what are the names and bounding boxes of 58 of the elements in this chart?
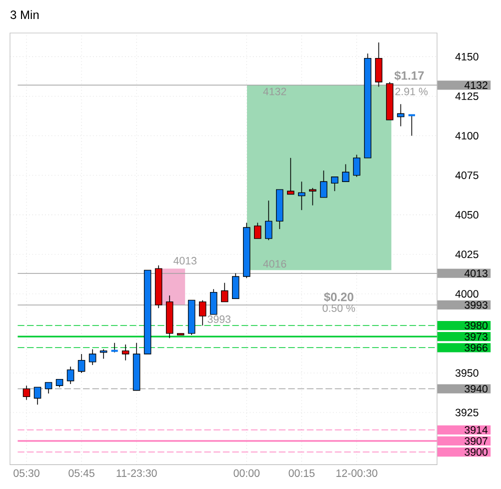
candlestick xyxy=(88,348,96,366)
candlestick xyxy=(353,154,360,178)
candlestick xyxy=(397,104,404,127)
candlestick xyxy=(34,386,42,405)
candlestick xyxy=(331,176,338,192)
y-tick-label: 4100 xyxy=(455,132,478,140)
y-tick-label: 4050 xyxy=(455,211,478,219)
y-tick-label: 3925 xyxy=(455,408,478,416)
annotation: 4016 xyxy=(263,260,286,268)
ref-line-label: 4013 xyxy=(464,270,488,278)
candlestick xyxy=(254,222,262,239)
candlestick xyxy=(110,342,119,353)
annotation: 0.50 % xyxy=(322,304,356,312)
ref-line-label: 3993 xyxy=(464,301,488,309)
chart-title: 3 Min xyxy=(10,10,39,20)
candlestick xyxy=(210,288,218,315)
annotation: 3993 xyxy=(208,315,230,323)
candlestick xyxy=(122,344,130,361)
annotation: $0.20 xyxy=(324,292,354,302)
candlestick xyxy=(265,200,272,241)
y-tick-label: 4000 xyxy=(455,290,478,298)
x-tick-label: 05:45 xyxy=(68,469,94,477)
candlestick xyxy=(66,366,74,384)
candlestick xyxy=(407,114,416,136)
ref-line-label: 3980 xyxy=(464,322,488,330)
annotation: 4132 xyxy=(263,88,286,96)
x-tick-label: 00:15 xyxy=(288,469,315,477)
y-tick-label: 4075 xyxy=(455,172,478,180)
candlestick xyxy=(320,170,328,198)
candlestick xyxy=(375,42,382,88)
candlestick xyxy=(22,385,30,400)
annotation: 4013 xyxy=(173,256,196,264)
y-tick-label: 3950 xyxy=(455,369,478,377)
candlestick xyxy=(342,164,350,182)
ref-line-label: 3940 xyxy=(464,385,488,393)
x-tick-label: 05:30 xyxy=(14,469,40,477)
x-tick-label: 11-23:30 xyxy=(116,469,157,477)
candlestick xyxy=(78,354,86,374)
y-tick-label: 4125 xyxy=(455,92,478,100)
x-tick-label: 12-00:30 xyxy=(336,469,378,477)
ref-line-label: 4132 xyxy=(464,81,488,89)
candlestick xyxy=(287,158,294,195)
annotation: 2.91 % xyxy=(395,88,428,96)
y-tick-label: 4025 xyxy=(455,250,478,258)
ref-line-label: 3914 xyxy=(464,426,488,434)
candlestick xyxy=(309,188,316,206)
x-tick-label: 00:00 xyxy=(234,469,260,477)
candlestick xyxy=(232,272,240,300)
ref-line-label: 3907 xyxy=(464,437,488,445)
ref-line-label: 3973 xyxy=(464,332,488,340)
candlestick xyxy=(220,282,228,302)
annotation: $1.17 xyxy=(394,70,424,81)
y-tick-label: 4150 xyxy=(455,52,478,60)
candlestick xyxy=(198,300,206,326)
candlestick xyxy=(44,382,52,394)
ref-line-label: 3900 xyxy=(464,448,488,456)
candlestick xyxy=(298,181,306,210)
ref-line-label: 3966 xyxy=(464,344,488,352)
